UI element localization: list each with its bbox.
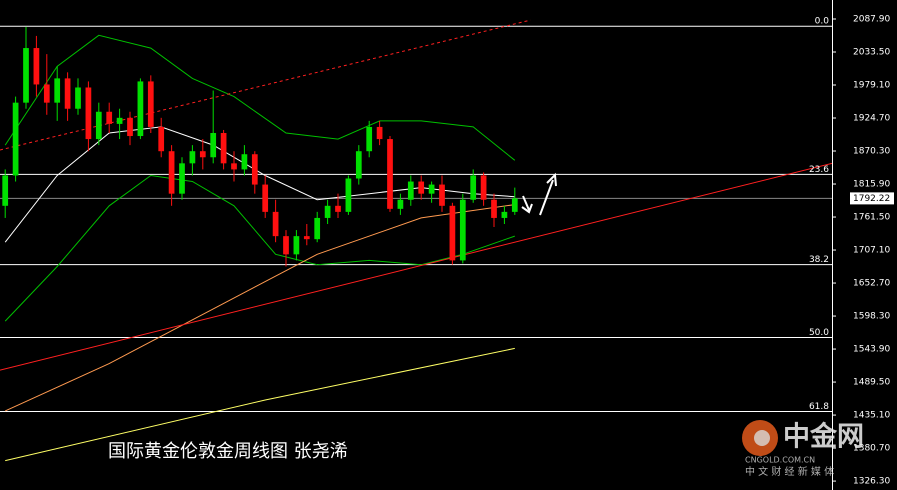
candle-body (147, 81, 154, 127)
plot-area (0, 19, 832, 462)
candle-body (355, 151, 362, 179)
candle-body (418, 181, 425, 194)
candle-body (262, 184, 269, 212)
y-tick-label: 2033.50 (853, 47, 890, 57)
candle-body (283, 236, 289, 255)
y-tick-label: 1979.10 (853, 81, 890, 91)
candle-body (470, 175, 477, 200)
candle-body (33, 48, 40, 85)
indicator-line (4, 174, 515, 322)
candle-body (407, 181, 414, 200)
candle-body (439, 184, 445, 206)
candle-body (137, 81, 144, 137)
y-tick-label: 1652.70 (853, 279, 890, 289)
last-price-box (850, 192, 894, 205)
candle-body (231, 163, 237, 170)
fib-label: 50.0 (809, 328, 829, 338)
candle-body (127, 117, 133, 137)
candle-body (75, 87, 81, 109)
indicator-line (4, 34, 516, 161)
candle-body (293, 236, 300, 255)
candle-body (303, 236, 310, 240)
candle-body (116, 117, 123, 124)
fib-label: 0.0 (815, 17, 830, 27)
watermark-name: 中金网 (783, 421, 864, 453)
candle-body (2, 175, 9, 206)
indicator-line (5, 347, 515, 462)
y-tick-label: 1924.70 (853, 114, 890, 124)
fib-label: 23.6 (809, 165, 829, 175)
watermark-tagline: 中 文 财 经 新 媒 体 (745, 465, 834, 478)
y-tick-label: 1761.50 (853, 213, 890, 223)
candle-body (106, 111, 113, 124)
candle-body (345, 178, 352, 212)
y-tick-label: 1326.30 (853, 477, 890, 487)
up-arrow (539, 172, 557, 216)
candle-body (54, 78, 61, 103)
candle-body (324, 205, 331, 218)
y-tick-label: 2087.90 (853, 14, 890, 24)
trend-line (0, 162, 832, 371)
candle-body (189, 151, 196, 164)
candle-body (168, 151, 175, 194)
candle-body (459, 199, 466, 261)
candle-body (85, 87, 92, 140)
candle-body (251, 154, 258, 185)
y-tick-label: 1543.90 (853, 345, 890, 355)
fib-label: 61.8 (809, 402, 829, 412)
candle-body (64, 78, 71, 109)
candle-body (12, 102, 19, 176)
y-tick-label: 1815.90 (853, 180, 890, 190)
candle-body (366, 126, 373, 152)
candle-body (397, 199, 404, 209)
candle-body (428, 184, 435, 194)
watermark: 中金网 CNGOLD.COM.CN 中 文 财 经 新 媒 体 (742, 420, 864, 478)
candle-body (199, 151, 206, 158)
candle-body (272, 211, 279, 237)
candle-body (376, 126, 383, 140)
y-tick-label: 1380.70 (853, 444, 890, 454)
down-arrow (521, 195, 533, 214)
y-tick-label: 1435.10 (853, 411, 890, 421)
candle-body (335, 205, 341, 212)
fib-label: 38.2 (809, 255, 829, 265)
indicator-line (4, 204, 515, 412)
y-tick-label: 1870.30 (853, 147, 890, 157)
logo-inner (754, 430, 770, 446)
candle-body (511, 198, 518, 212)
candle-body (387, 139, 393, 209)
candle-body (449, 205, 456, 261)
candle-body (220, 132, 227, 164)
y-tick-label: 1707.10 (853, 246, 890, 256)
candle-body (480, 175, 487, 200)
candle-body (43, 84, 50, 103)
candle-body (241, 154, 248, 170)
price-axis: 0.0 23.6 38.2 50.0 61.8 2087.90 2033.50 1979.10… (809, 14, 894, 487)
candle-body (179, 163, 185, 194)
candle-body (210, 132, 217, 158)
caption: 国际黄金伦敦金周线图 张尧浠 (108, 441, 348, 462)
y-tick-label: 1489.50 (853, 378, 890, 388)
candle-body (95, 111, 102, 140)
candle-body (491, 199, 497, 218)
watermark-url: CNGOLD.COM.CN (745, 456, 815, 465)
last-price-label: 1792.22 (853, 194, 890, 204)
candle-body (158, 126, 165, 152)
candle-body (314, 217, 321, 240)
candle-body (23, 48, 29, 103)
candle-body (501, 211, 508, 218)
y-tick-label: 1598.30 (853, 312, 890, 322)
